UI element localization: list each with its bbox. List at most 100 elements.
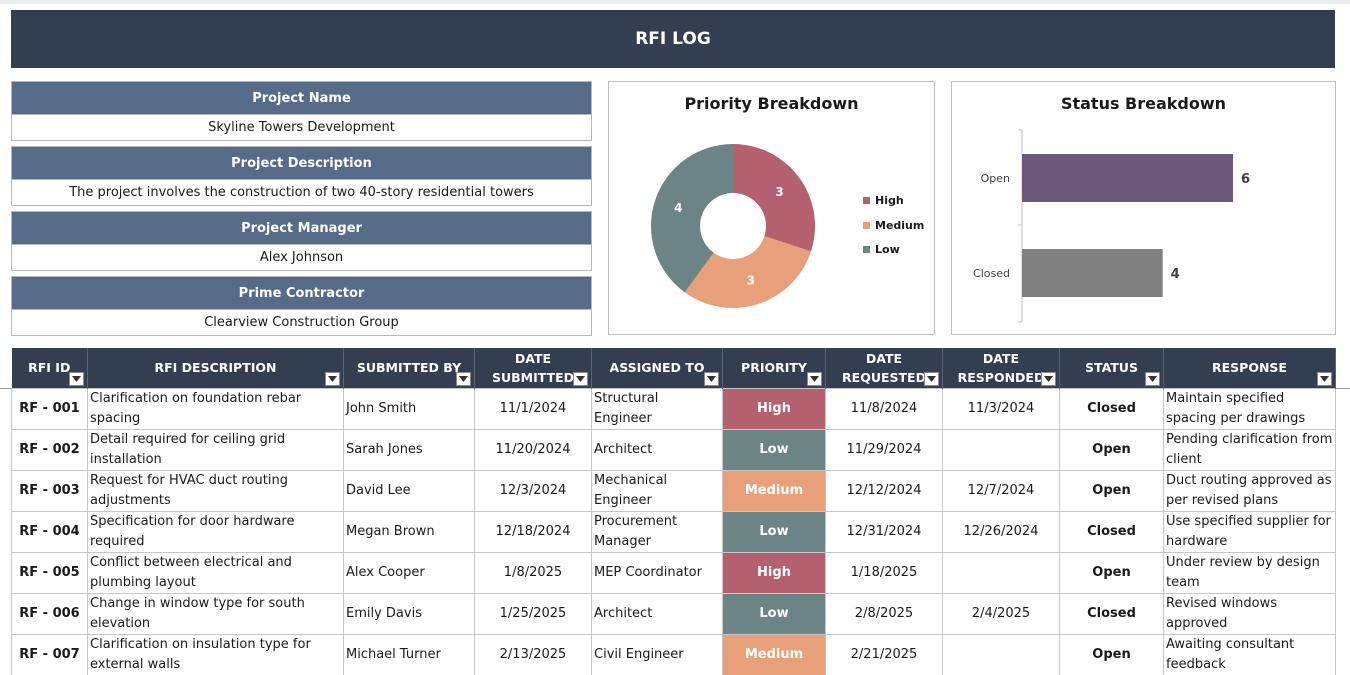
rfi-id-cell[interactable]: RF - 006 <box>11 592 88 635</box>
submitted-by-cell[interactable]: David Lee <box>343 469 475 512</box>
filter-assigned-to-button[interactable] <box>704 371 719 386</box>
filter-status-button[interactable] <box>1145 371 1160 386</box>
date-requested-cell[interactable]: 1/18/2025 <box>825 551 943 594</box>
project-description-value[interactable]: The project involves the construction of… <box>11 179 592 206</box>
submitted-by-cell[interactable]: Emily Davis <box>343 592 475 635</box>
filter-date-responded-button[interactable] <box>1041 371 1056 386</box>
description-cell[interactable]: Clarification on insulation type for ext… <box>87 633 344 675</box>
date-submitted-cell[interactable]: 12/3/2024 <box>474 469 592 512</box>
priority-cell[interactable]: Low <box>722 592 826 635</box>
column-header: ASSIGNED TO <box>591 348 723 388</box>
response-cell[interactable]: Awaiting consultant feedback <box>1163 633 1336 675</box>
project-name-block: Project Name Skyline Towers Development <box>11 81 592 141</box>
priority-cell[interactable]: Medium <box>722 633 826 675</box>
date-responded-cell[interactable]: 12/26/2024 <box>942 510 1060 553</box>
status-cell[interactable]: Open <box>1059 551 1164 594</box>
response-cell[interactable]: Maintain specified spacing per drawings <box>1163 387 1336 430</box>
assigned-to-cell[interactable]: Procurement Manager <box>591 510 723 553</box>
date-requested-cell[interactable]: 11/8/2024 <box>825 387 943 430</box>
submitted-by-cell[interactable]: John Smith <box>343 387 475 430</box>
bar-closed[interactable] <box>1022 249 1163 297</box>
response-cell[interactable]: Revised windows approved <box>1163 592 1336 635</box>
status-chart[interactable]: Status Breakdown Open 6 Closed 4 <box>951 81 1336 335</box>
date-responded-cell[interactable] <box>942 551 1060 594</box>
priority-cell[interactable]: High <box>722 387 826 430</box>
status-cell[interactable]: Closed <box>1059 387 1164 430</box>
date-submitted-cell[interactable]: 1/25/2025 <box>474 592 592 635</box>
assigned-to-cell[interactable]: Mechanical Engineer <box>591 469 723 512</box>
submitted-by-cell[interactable]: Megan Brown <box>343 510 475 553</box>
date-submitted-cell[interactable]: 2/13/2025 <box>474 633 592 675</box>
date-requested-cell[interactable]: 12/12/2024 <box>825 469 943 512</box>
response-cell[interactable]: Duct routing approved as per revised pla… <box>1163 469 1336 512</box>
priority-cell[interactable]: Low <box>722 510 826 553</box>
date-requested-cell[interactable]: 2/8/2025 <box>825 592 943 635</box>
date-responded-cell[interactable]: 2/4/2025 <box>942 592 1060 635</box>
priority-cell[interactable]: Low <box>722 428 826 471</box>
priority-cell[interactable]: High <box>722 551 826 594</box>
description-cell[interactable]: Change in window type for south elevatio… <box>87 592 344 635</box>
date-submitted-cell[interactable]: 1/8/2025 <box>474 551 592 594</box>
date-responded-cell[interactable] <box>942 428 1060 471</box>
rfi-id-cell[interactable]: RF - 001 <box>11 387 88 430</box>
submitted-by-cell[interactable]: Sarah Jones <box>343 428 475 471</box>
filter-date-requested-button[interactable] <box>924 371 939 386</box>
bar-open[interactable] <box>1022 154 1233 202</box>
rfi-id-cell[interactable]: RF - 004 <box>11 510 88 553</box>
table-row: RF - 005 Conflict between electrical and … <box>11 551 1336 594</box>
filter-submitted-by-button[interactable] <box>456 371 471 386</box>
filter-rfi-id-button[interactable] <box>69 371 84 386</box>
status-cell[interactable]: Open <box>1059 633 1164 675</box>
description-cell[interactable]: Conflict between electrical and plumbing… <box>87 551 344 594</box>
assigned-to-cell[interactable]: MEP Coordinator <box>591 551 723 594</box>
submitted-by-cell[interactable]: Alex Cooper <box>343 551 475 594</box>
filter-rfi-description-button[interactable] <box>325 371 340 386</box>
description-cell[interactable]: Request for HVAC duct routing adjustment… <box>87 469 344 512</box>
rfi-id-cell[interactable]: RF - 005 <box>11 551 88 594</box>
date-responded-cell[interactable] <box>942 633 1060 675</box>
description-cell[interactable]: Clarification on foundation rebar spacin… <box>87 387 344 430</box>
response-cell[interactable]: Under review by design team <box>1163 551 1336 594</box>
date-responded-cell[interactable]: 12/7/2024 <box>942 469 1060 512</box>
status-cell[interactable]: Open <box>1059 469 1164 512</box>
prime-contractor-label: Prime Contractor <box>11 276 592 309</box>
table-row: RF - 002 Detail required for ceiling grid… <box>11 428 1336 471</box>
response-cell[interactable]: Pending clarification from client <box>1163 428 1336 471</box>
assigned-to-cell[interactable]: Civil Engineer <box>591 633 723 675</box>
prime-contractor-value[interactable]: Clearview Construction Group <box>11 309 592 336</box>
assigned-to-cell[interactable]: Architect <box>591 428 723 471</box>
column-header: DATE REQUESTED <box>825 348 943 388</box>
donut-slice-medium[interactable] <box>684 236 811 308</box>
date-submitted-cell[interactable]: 11/20/2024 <box>474 428 592 471</box>
filter-response-button[interactable] <box>1317 371 1332 386</box>
project-manager-value[interactable]: Alex Johnson <box>11 244 592 271</box>
priority-chart[interactable]: Priority Breakdown 3 3 4 High Medium Low <box>608 81 935 335</box>
rfi-id-cell[interactable]: RF - 007 <box>11 633 88 675</box>
donut-slice-low[interactable] <box>651 144 733 293</box>
date-requested-cell[interactable]: 11/29/2024 <box>825 428 943 471</box>
date-requested-cell[interactable]: 12/31/2024 <box>825 510 943 553</box>
description-cell[interactable]: Specification for door hardware required <box>87 510 344 553</box>
top-strip <box>0 0 1350 4</box>
assigned-to-cell[interactable]: Structural Engineer <box>591 387 723 430</box>
project-name-value[interactable]: Skyline Towers Development <box>11 114 592 141</box>
date-submitted-cell[interactable]: 11/1/2024 <box>474 387 592 430</box>
rfi-table: RFI ID RFI DESCRIPTION SUBMITTED BY DATE SU… <box>11 348 1336 675</box>
priority-cell[interactable]: Medium <box>722 469 826 512</box>
filter-priority-button[interactable] <box>807 371 822 386</box>
submitted-by-cell[interactable]: Michael Turner <box>343 633 475 675</box>
filter-date-submitted-button[interactable] <box>573 371 588 386</box>
date-submitted-cell[interactable]: 12/18/2024 <box>474 510 592 553</box>
status-cell[interactable]: Open <box>1059 428 1164 471</box>
status-cell[interactable]: Closed <box>1059 510 1164 553</box>
donut-slice-high[interactable] <box>733 144 815 252</box>
dropdown-arrow-icon <box>1148 375 1157 382</box>
rfi-id-cell[interactable]: RF - 003 <box>11 469 88 512</box>
rfi-id-cell[interactable]: RF - 002 <box>11 428 88 471</box>
status-cell[interactable]: Closed <box>1059 592 1164 635</box>
response-cell[interactable]: Use specified supplier for hardware <box>1163 510 1336 553</box>
date-requested-cell[interactable]: 2/21/2025 <box>825 633 943 675</box>
date-responded-cell[interactable]: 11/3/2024 <box>942 387 1060 430</box>
description-cell[interactable]: Detail required for ceiling grid install… <box>87 428 344 471</box>
assigned-to-cell[interactable]: Architect <box>591 592 723 635</box>
